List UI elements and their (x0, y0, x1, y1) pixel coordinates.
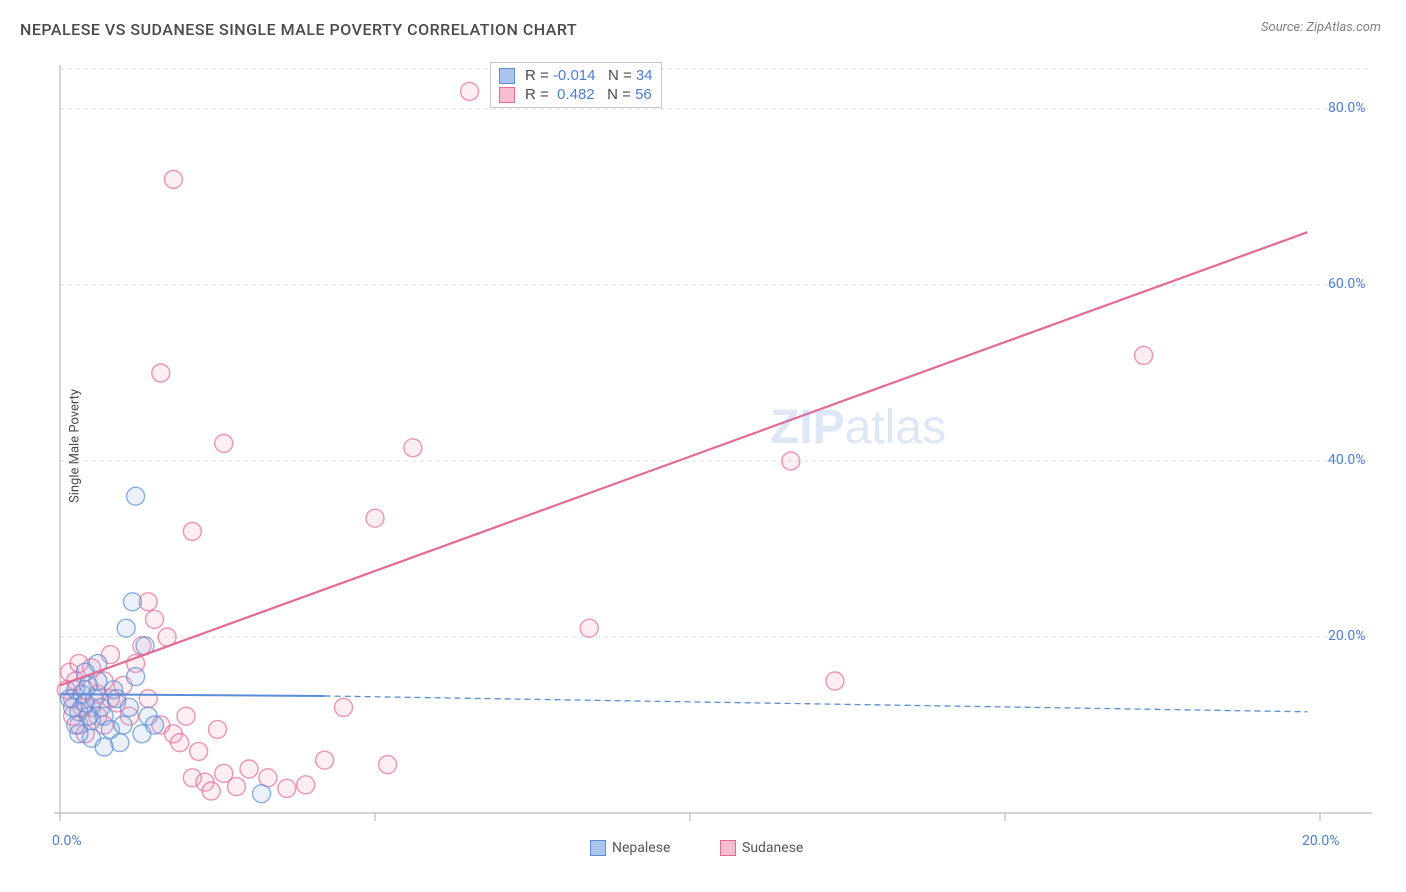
swatch-nepalese (499, 68, 515, 84)
chart-title: NEPALESE VS SUDANESE SINGLE MALE POVERTY… (20, 20, 577, 39)
x-legend-nepalese: Nepalese (590, 840, 670, 856)
x-tick-label: 20.0% (1302, 833, 1340, 849)
source-attribution: Source: ZipAtlas.com (1261, 20, 1381, 35)
swatch-sudanese (499, 87, 515, 103)
y-tick-label: 80.0% (1328, 100, 1366, 116)
y-tick-label: 20.0% (1328, 628, 1366, 644)
swatch-nepalese-small (590, 840, 606, 856)
legend-row-nepalese: R = -0.014 N = 34 (499, 67, 653, 84)
legend-row-sudanese: R = 0.482 N = 56 (499, 86, 653, 103)
x-legend-sudanese: Sudanese (720, 840, 803, 856)
x-legend-label: Sudanese (742, 840, 803, 856)
scatter-plot (50, 55, 1380, 835)
y-tick-label: 40.0% (1328, 452, 1366, 468)
x-legend-label: Nepalese (612, 840, 670, 856)
correlation-legend: R = -0.014 N = 34 R = 0.482 N = 56 (490, 62, 662, 108)
y-tick-label: 60.0% (1328, 276, 1366, 292)
x-tick-label: 0.0% (52, 833, 82, 849)
swatch-sudanese-small (720, 840, 736, 856)
